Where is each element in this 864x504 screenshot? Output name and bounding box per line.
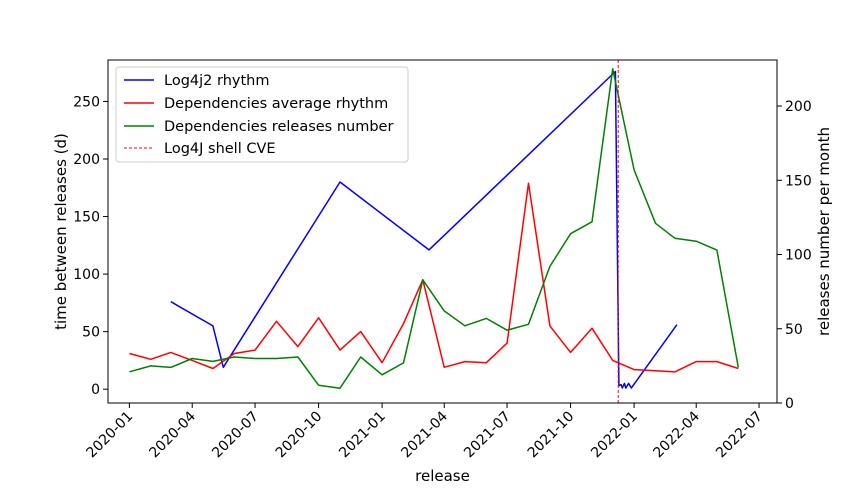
y-axis-label-right: releases number per month (815, 127, 833, 336)
x-tick-label: 2022-07 (713, 409, 766, 462)
y-axis-label-left: time between releases (d) (52, 133, 70, 330)
y-tick-right-label: 200 (785, 99, 812, 115)
legend-label-deps-rhythm: Dependencies average rhythm (164, 96, 388, 112)
x-tick-label: 2021-07 (461, 409, 514, 462)
y-tick-right-label: 150 (785, 173, 812, 189)
x-axis-label: release (415, 467, 470, 485)
series-line-2 (129, 68, 740, 389)
y-tick-left-label: 250 (73, 94, 100, 110)
y-tick-left-label: 100 (73, 267, 100, 283)
x-tick-label: 2022-01 (588, 409, 641, 462)
plot-frame (107, 59, 778, 404)
x-tick-label: 2020-04 (146, 408, 199, 461)
series-line-0 (170, 70, 678, 389)
legend-label-cve: Log4J shell CVE (164, 141, 276, 157)
y-tick-left-label: 150 (73, 210, 100, 226)
y-tick-right-label: 50 (785, 322, 803, 338)
legend-box (115, 66, 409, 163)
legend: Log4j2 rhythm Dependencies average rhyth… (115, 66, 409, 163)
x-ticks: 2020-01 2020-04 2020-07 2020-10 2021-01 2021-… (84, 403, 766, 461)
y-tick-left-label: 200 (73, 152, 100, 168)
series-line-1 (129, 182, 739, 373)
y-tick-left-label: 50 (82, 325, 100, 341)
y-tick-left-label: 0 (91, 382, 100, 398)
x-tick-label: 2021-01 (336, 409, 389, 462)
x-tick-label: 2020-07 (209, 409, 262, 462)
legend-label-log4j2: Log4j2 rhythm (164, 73, 269, 89)
legend-label-deps-releases: Dependencies releases number (164, 119, 393, 135)
y-ticks-right: 0 50 100 150 200 (777, 99, 812, 412)
y-ticks-left: 0 50 100 150 200 250 (73, 94, 108, 398)
y-tick-right-label: 100 (785, 248, 812, 264)
y-tick-right-label: 0 (785, 396, 794, 412)
x-tick-label: 2020-01 (84, 409, 137, 462)
x-tick-label: 2022-04 (650, 408, 703, 461)
x-tick-label: 2020-10 (273, 409, 326, 462)
x-tick-label: 2021-04 (398, 408, 451, 461)
x-tick-label: 2021-10 (525, 409, 578, 462)
series-layer (129, 68, 740, 389)
